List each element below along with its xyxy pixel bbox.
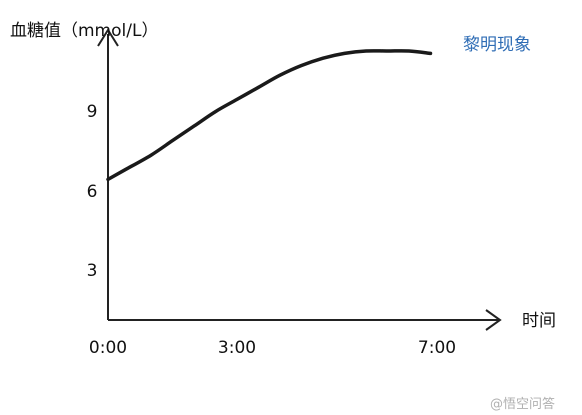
y-tick-label-2: 9 — [87, 102, 98, 122]
x-tick-label-1: 3:00 — [218, 338, 256, 358]
series-legend-label: 黎明现象 — [463, 35, 531, 55]
x-axis-label: 时间 — [522, 311, 556, 331]
series-line-0 — [106, 49, 433, 182]
watermark: @悟空问答 — [490, 396, 555, 412]
x-tick-label-0: 0:00 — [89, 338, 127, 358]
y-tick-label-1: 6 — [87, 182, 98, 202]
y-axis-label: 血糖值（mmol/L） — [10, 21, 158, 41]
y-axis-arrow — [97, 28, 119, 47]
y-tick-label-0: 3 — [87, 261, 98, 281]
x-tick-label-2: 7:00 — [418, 338, 456, 358]
x-axis-arrow — [485, 309, 502, 331]
